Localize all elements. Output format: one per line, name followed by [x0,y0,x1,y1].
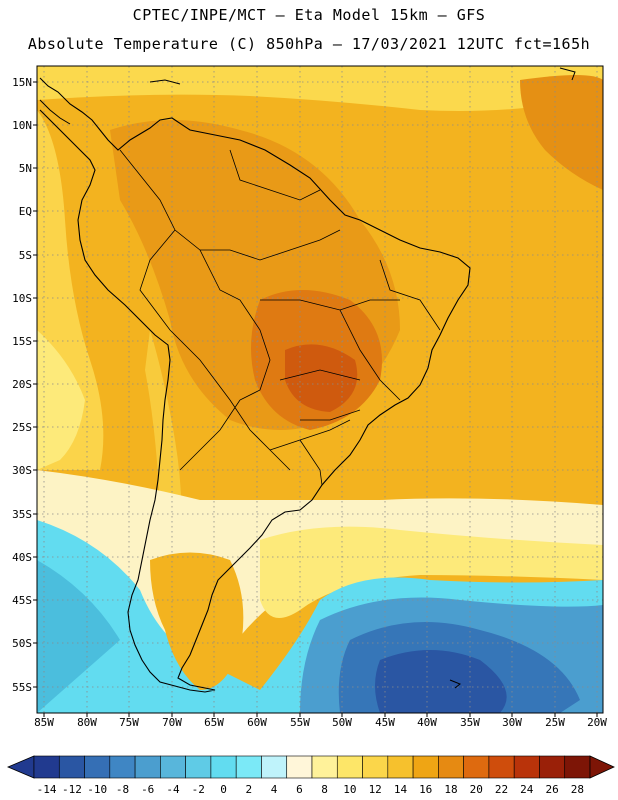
field-south-yellow [260,526,603,618]
colorbar-tick-label: 10 [343,783,356,796]
field-cold-west [37,560,120,713]
colorbar-tick-label: -8 [116,783,129,796]
lat-label: 5N [19,162,32,175]
colorbar-swatch [488,755,515,779]
lon-label: 85W [34,716,54,729]
colorbar-swatch [84,755,111,779]
lat-label: 5S [19,249,32,262]
lon-label: 55W [290,716,310,729]
colorbar-right-arrow [589,755,615,779]
colorbar-swatch [463,755,490,779]
lat-label: 15S [12,335,32,348]
field-ne-warm [520,75,603,190]
caribbean-islands [149,79,181,85]
lon-label: 60W [247,716,267,729]
colorbar: -14 -12 -10 -8 -6 -4 -2 0 2 4 6 8 10 12 14 16 18 20 22 24 26… [6,755,615,796]
country-borders [119,149,441,486]
lon-label: 80W [77,716,97,729]
colorbar-tick-label: -2 [192,783,205,796]
colorbar-tick-label: 4 [271,783,278,796]
colorbar-tick-label: 28 [571,783,584,796]
falklands [449,679,461,689]
lat-label: 15N [12,76,32,89]
longitude-axis: 85W 80W 75W 70W 65W 60W 55W 50W 45W 40W 35W 30W 25W 2… [34,713,607,729]
colorbar-tick-label: -14 [37,783,57,796]
lat-label: 25S [12,421,32,434]
colorbar-swatch [261,755,288,779]
colorbar-tick-label: -6 [141,783,154,796]
colorbar-tick-label: 26 [545,783,558,796]
lon-label: 25W [545,716,565,729]
colorbar-tick-label: 18 [444,783,457,796]
colorbar-tick-label: 20 [470,783,483,796]
colorbar-tick-label: 24 [520,783,534,796]
lat-label: 55S [12,681,32,694]
colorbar-swatch [286,755,313,779]
lat-label: 40S [12,551,32,564]
map-subtitle: Absolute Temperature (C) 850hPa – 17/03/… [27,35,591,53]
colorbar-tick-label: -12 [62,783,82,796]
colorbar-left-arrow [6,755,35,779]
colorbar-tick-label: 22 [495,783,508,796]
colorbar-tick-label: 16 [419,783,432,796]
colorbar-swatch [564,755,591,779]
colorbar-swatch [539,755,566,779]
lon-label: 70W [162,716,182,729]
temperature-field [37,66,603,713]
lon-label: 50W [332,716,352,729]
colorbar-swatch [387,755,414,779]
colorbar-tick-label: 6 [296,783,303,796]
colorbar-tick-label: 8 [321,783,328,796]
lat-label: 30S [12,464,32,477]
field-patagonia-warm [150,552,244,690]
lat-label: 50S [12,637,32,650]
central-america-coast [39,99,71,125]
field-hottest [285,344,358,412]
lon-label: 30W [502,716,522,729]
colorbar-tick-label: -10 [87,783,107,796]
colorbar-tick-label: -4 [166,783,180,796]
colorbar-swatch [412,755,439,779]
lat-label: EQ [19,205,32,218]
colorbar-swatch [438,755,464,779]
colorbar-swatch [513,755,540,779]
lon-label: 40W [417,716,437,729]
lat-label: 20S [12,378,32,391]
latitude-axis: 15N 10N 5N EQ 5S 10S 15S 20S 25S 30S 35S 40S 45S 50S 5… [12,76,37,694]
lat-label: 10S [12,292,32,305]
colorbar-tick-label: 0 [220,783,227,796]
colorbar-swatch [58,755,85,779]
lesser-antilles [559,67,576,81]
colorbar-swatch [109,755,136,779]
coastline-south-america [39,77,471,693]
lon-label: 35W [460,716,480,729]
colorbar-swatch [235,755,262,779]
lon-label: 75W [119,716,139,729]
colorbar-swatch [336,755,363,779]
map-frame [36,65,604,714]
lat-label: 35S [12,508,32,521]
lat-label: 10N [12,119,32,132]
lon-label: 45W [375,716,395,729]
colorbar-swatch [160,755,186,779]
field-north-cool [37,66,603,111]
lat-label: 45S [12,594,32,607]
colorbar-tick-label: 14 [394,783,408,796]
colorbar-swatch [33,755,60,779]
colorbar-tick-label: 2 [245,783,252,796]
map-title: CPTEC/INPE/MCT – Eta Model 15km – GFS [132,6,486,24]
colorbar-swatch [210,755,237,779]
colorbar-swatch [134,755,161,779]
lon-label: 20W [587,716,607,729]
colorbar-swatch [311,755,338,779]
field-cold-deepest [375,650,507,713]
colorbar-swatch [362,755,389,779]
field-pacific-pale [37,330,85,470]
colorbar-tick-label: 12 [369,783,382,796]
lon-label: 65W [204,716,224,729]
colorbar-swatch [185,755,212,779]
